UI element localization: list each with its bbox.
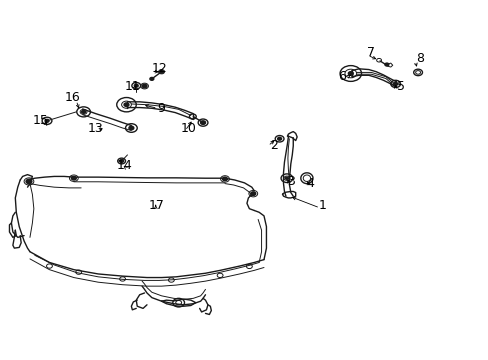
Text: 7: 7 [366, 46, 374, 59]
Circle shape [384, 63, 388, 66]
Circle shape [347, 72, 352, 75]
Circle shape [124, 103, 129, 107]
Circle shape [222, 177, 227, 181]
Text: 6: 6 [337, 69, 345, 82]
Circle shape [200, 121, 205, 125]
Circle shape [81, 111, 85, 113]
Circle shape [71, 176, 76, 180]
Text: 1: 1 [318, 199, 326, 212]
Circle shape [129, 126, 134, 130]
Text: 4: 4 [306, 177, 314, 190]
Text: 15: 15 [33, 114, 48, 127]
Text: 3: 3 [286, 175, 294, 188]
Circle shape [45, 120, 49, 122]
Circle shape [134, 84, 138, 87]
Circle shape [120, 159, 123, 162]
Text: 13: 13 [88, 122, 103, 135]
Text: 17: 17 [148, 199, 164, 212]
Circle shape [150, 77, 154, 80]
Circle shape [393, 82, 397, 85]
Text: 5: 5 [396, 80, 404, 93]
Circle shape [285, 177, 288, 179]
Text: 10: 10 [180, 122, 196, 135]
Text: 9: 9 [157, 102, 165, 115]
Circle shape [26, 179, 32, 184]
Text: 16: 16 [65, 91, 81, 104]
Circle shape [277, 137, 281, 140]
Circle shape [159, 70, 163, 73]
Circle shape [142, 84, 147, 88]
Text: 2: 2 [269, 139, 277, 152]
Text: 12: 12 [151, 62, 167, 75]
Text: 11: 11 [124, 80, 140, 93]
Text: 14: 14 [117, 159, 133, 172]
Circle shape [250, 192, 255, 195]
Text: 8: 8 [415, 51, 423, 64]
